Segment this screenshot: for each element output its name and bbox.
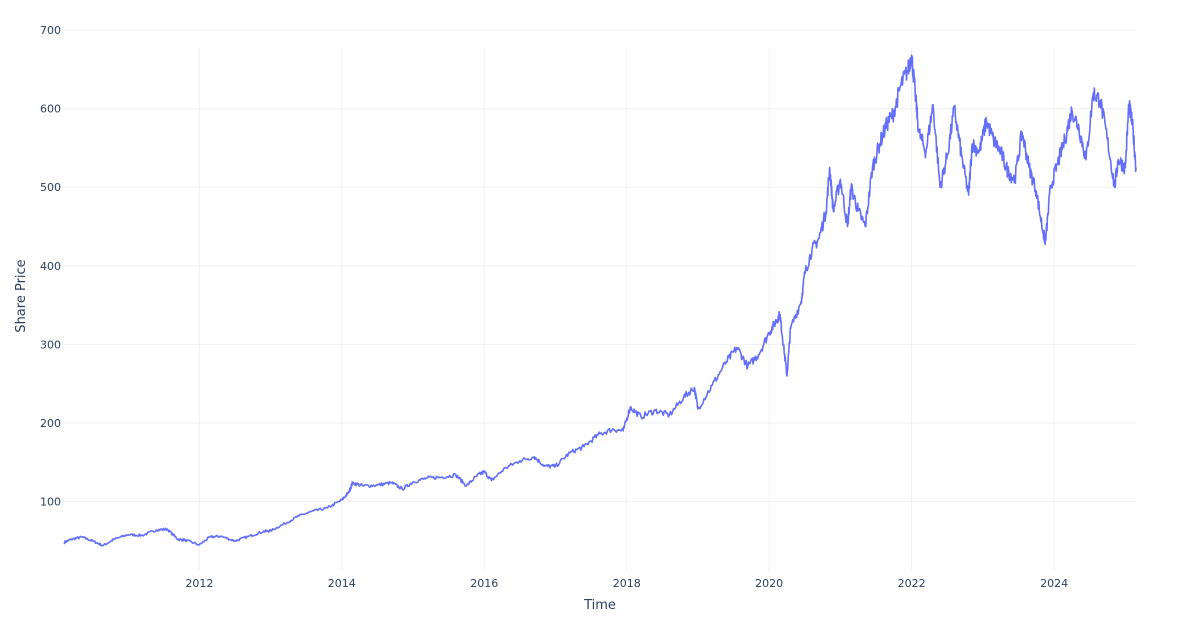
y-tick-label: 200 — [40, 417, 61, 430]
x-tick-labels: 2012 2014 2016 2018 2020 2022 2024 — [185, 577, 1068, 590]
x-tick-label: 2020 — [755, 577, 783, 590]
x-tick-label: 2016 — [470, 577, 498, 590]
x-tick-label: 2018 — [613, 577, 641, 590]
y-axis-title: Share Price — [14, 259, 29, 332]
y-tick-label: 100 — [40, 496, 61, 509]
x-tick-label: 2024 — [1040, 577, 1068, 590]
y-tick-labels: 100 200 300 400 500 600 700 — [40, 24, 61, 509]
x-tick-label: 2022 — [898, 577, 926, 590]
y-tick-label: 400 — [40, 260, 61, 273]
series-line — [63, 54, 1137, 547]
x-tick-label: 2014 — [328, 577, 356, 590]
y-gridlines — [64, 29, 1136, 503]
x-axis-title: Time — [583, 598, 616, 613]
y-tick-label: 500 — [40, 181, 61, 194]
x-gridlines — [198, 48, 1055, 570]
y-tick-label: 600 — [40, 103, 61, 116]
x-tick-label: 2012 — [185, 577, 213, 590]
y-tick-label: 300 — [40, 338, 61, 351]
plot-area — [63, 54, 1137, 547]
y-tick-label: 700 — [40, 24, 61, 37]
